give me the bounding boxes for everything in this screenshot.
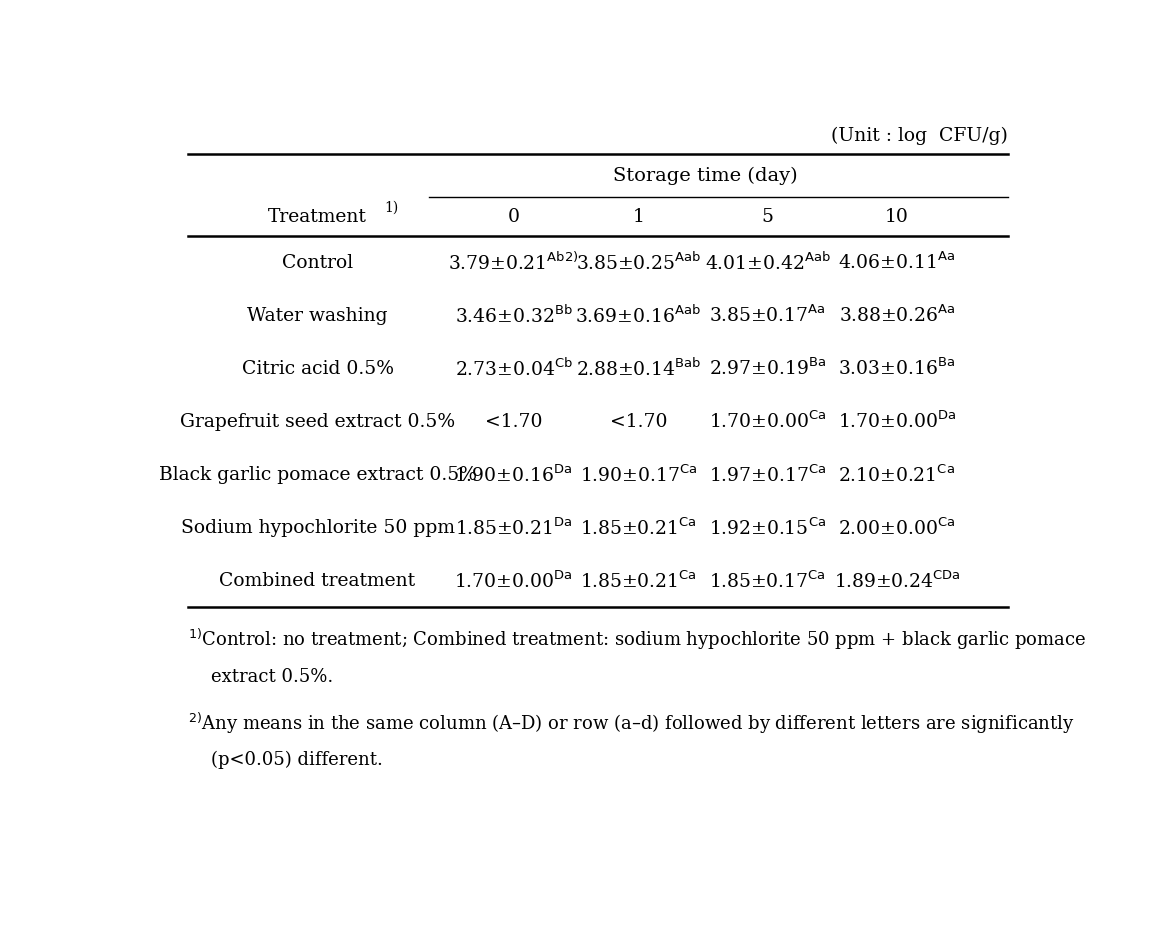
- Text: Black garlic pomace extract 0.5%: Black garlic pomace extract 0.5%: [159, 465, 476, 484]
- Text: 1: 1: [632, 208, 644, 225]
- Text: (p<0.05) different.: (p<0.05) different.: [210, 751, 383, 769]
- Text: 5: 5: [761, 208, 774, 225]
- Text: 3.03±0.16$^{\mathrm{Ba}}$: 3.03±0.16$^{\mathrm{Ba}}$: [838, 358, 956, 379]
- Text: Combined treatment: Combined treatment: [220, 572, 415, 590]
- Text: 1.89±0.24$^{\mathrm{CDa}}$: 1.89±0.24$^{\mathrm{CDa}}$: [834, 570, 960, 591]
- Text: 3.88±0.26$^{\mathrm{Aa}}$: 3.88±0.26$^{\mathrm{Aa}}$: [838, 305, 954, 326]
- Text: <1.70: <1.70: [610, 413, 667, 431]
- Text: extract 0.5%.: extract 0.5%.: [210, 667, 332, 686]
- Text: 3.79±0.21$^{\mathrm{Ab2)}}$: 3.79±0.21$^{\mathrm{Ab2)}}$: [448, 251, 578, 273]
- Text: 2.88±0.14$^{\mathrm{Bab}}$: 2.88±0.14$^{\mathrm{Bab}}$: [576, 358, 702, 380]
- Text: 2.10±0.21$^{\mathrm{Ca}}$: 2.10±0.21$^{\mathrm{Ca}}$: [838, 464, 956, 486]
- Text: $^{2)}$Any means in the same column (A–D) or row (a–d) followed by different let: $^{2)}$Any means in the same column (A–D…: [189, 710, 1075, 735]
- Text: Control: Control: [282, 254, 353, 272]
- Text: 2.00±0.00$^{\mathrm{Ca}}$: 2.00±0.00$^{\mathrm{Ca}}$: [838, 517, 956, 539]
- Text: 2.73±0.04$^{\mathrm{Cb}}$: 2.73±0.04$^{\mathrm{Cb}}$: [454, 358, 573, 380]
- Text: 1.97±0.17$^{\mathrm{Ca}}$: 1.97±0.17$^{\mathrm{Ca}}$: [708, 464, 827, 486]
- Text: 1.92±0.15$^{\mathrm{Ca}}$: 1.92±0.15$^{\mathrm{Ca}}$: [710, 517, 826, 539]
- Text: Storage time (day): Storage time (day): [613, 166, 798, 184]
- Text: 1.90±0.16$^{\mathrm{Da}}$: 1.90±0.16$^{\mathrm{Da}}$: [454, 464, 573, 486]
- Text: 3.85±0.25$^{\mathrm{Aab}}$: 3.85±0.25$^{\mathrm{Aab}}$: [576, 251, 700, 273]
- Text: 3.46±0.32$^{\mathrm{Bb}}$: 3.46±0.32$^{\mathrm{Bb}}$: [454, 305, 573, 327]
- Text: Treatment: Treatment: [268, 208, 367, 225]
- Text: 2.97±0.19$^{\mathrm{Ba}}$: 2.97±0.19$^{\mathrm{Ba}}$: [710, 358, 826, 379]
- Text: 1.70±0.00$^{\mathrm{Da}}$: 1.70±0.00$^{\mathrm{Da}}$: [837, 411, 956, 433]
- Text: 1.70±0.00$^{\mathrm{Ca}}$: 1.70±0.00$^{\mathrm{Ca}}$: [708, 411, 827, 433]
- Text: 3.85±0.17$^{\mathrm{Aa}}$: 3.85±0.17$^{\mathrm{Aa}}$: [710, 305, 826, 326]
- Text: <1.70: <1.70: [485, 413, 543, 431]
- Text: Citric acid 0.5%: Citric acid 0.5%: [242, 360, 393, 377]
- Text: 1.90±0.17$^{\mathrm{Ca}}$: 1.90±0.17$^{\mathrm{Ca}}$: [580, 464, 697, 486]
- Text: 1.85±0.17$^{\mathrm{Ca}}$: 1.85±0.17$^{\mathrm{Ca}}$: [710, 570, 826, 591]
- Text: 3.69±0.16$^{\mathrm{Aab}}$: 3.69±0.16$^{\mathrm{Aab}}$: [575, 305, 702, 327]
- Text: Grapefruit seed extract 0.5%: Grapefruit seed extract 0.5%: [181, 413, 455, 431]
- Text: 4.06±0.11$^{\mathrm{Aa}}$: 4.06±0.11$^{\mathrm{Aa}}$: [838, 252, 956, 273]
- Text: 1.85±0.21$^{\mathrm{Da}}$: 1.85±0.21$^{\mathrm{Da}}$: [455, 517, 573, 539]
- Text: 1.85±0.21$^{\mathrm{Ca}}$: 1.85±0.21$^{\mathrm{Ca}}$: [581, 517, 697, 539]
- Text: 4.01±0.42$^{\mathrm{Aab}}$: 4.01±0.42$^{\mathrm{Aab}}$: [705, 251, 830, 273]
- Text: (Unit : log  CFU/g): (Unit : log CFU/g): [831, 127, 1009, 146]
- Text: 0: 0: [507, 208, 520, 225]
- Text: Sodium hypochlorite 50 ppm: Sodium hypochlorite 50 ppm: [181, 519, 454, 537]
- Text: 10: 10: [884, 208, 908, 225]
- Text: Water washing: Water washing: [247, 307, 388, 324]
- Text: 1.85±0.21$^{\mathrm{Ca}}$: 1.85±0.21$^{\mathrm{Ca}}$: [581, 570, 697, 591]
- Text: 1): 1): [384, 200, 399, 214]
- Text: 1.70±0.00$^{\mathrm{Da}}$: 1.70±0.00$^{\mathrm{Da}}$: [454, 570, 573, 591]
- Text: $^{1)}$Control: no treatment; Combined treatment: sodium hypochlorite 50 ppm + b: $^{1)}$Control: no treatment; Combined t…: [189, 627, 1087, 652]
